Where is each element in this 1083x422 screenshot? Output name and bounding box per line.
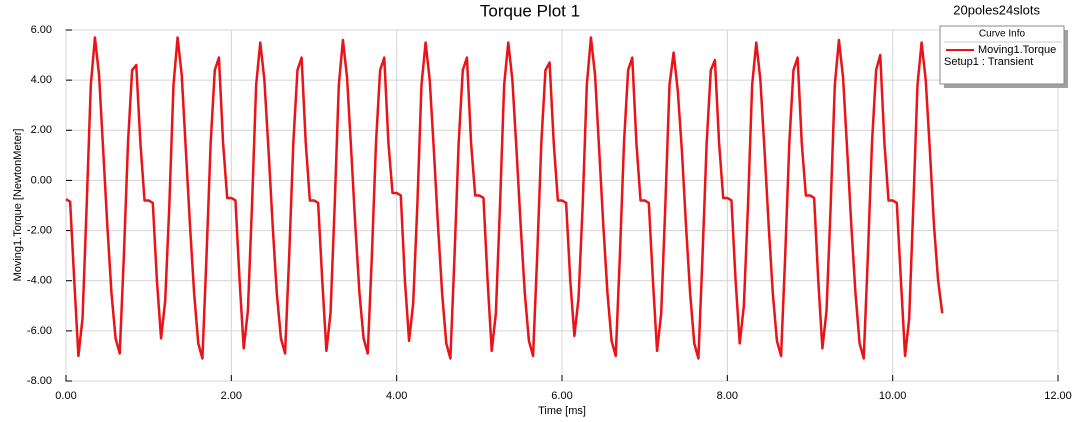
y-tick-label: 0.00 — [31, 174, 52, 186]
x-axis-label: Time [ms] — [538, 405, 586, 417]
x-tick-label: 12.00 — [1044, 390, 1072, 402]
y-tick-label: -8.00 — [27, 375, 52, 387]
x-tick-label: 2.00 — [221, 390, 242, 402]
legend-title: Curve Info — [979, 29, 1026, 40]
x-tick-label: 6.00 — [551, 390, 572, 402]
y-axis-label: Moving1.Torque [NewtonMeter] — [12, 129, 24, 282]
x-tick-label: 4.00 — [386, 390, 407, 402]
y-tick-label: -4.00 — [27, 275, 52, 287]
legend-entry: Moving1.Torque — [978, 44, 1056, 56]
y-tick-label: 4.00 — [31, 74, 52, 86]
x-tick-label: 8.00 — [717, 390, 738, 402]
y-tick-label: 6.00 — [31, 24, 52, 36]
legend: Curve Info Moving1.Torque Setup1 : Trans… — [939, 25, 1068, 88]
y-tick-label: 2.00 — [31, 124, 52, 136]
y-tick-label: -2.00 — [27, 224, 52, 236]
chart-title: Torque Plot 1 — [480, 1, 580, 20]
x-tick-label: 0.00 — [55, 390, 76, 402]
legend-box — [939, 25, 1065, 85]
series-line — [65, 36, 944, 360]
legend-solution: Setup1 : Transient — [944, 56, 1033, 68]
y-tick-label: -6.00 — [27, 325, 52, 337]
annotation: 20poles24slots — [953, 2, 1040, 17]
x-tick-label: 10.00 — [879, 390, 907, 402]
